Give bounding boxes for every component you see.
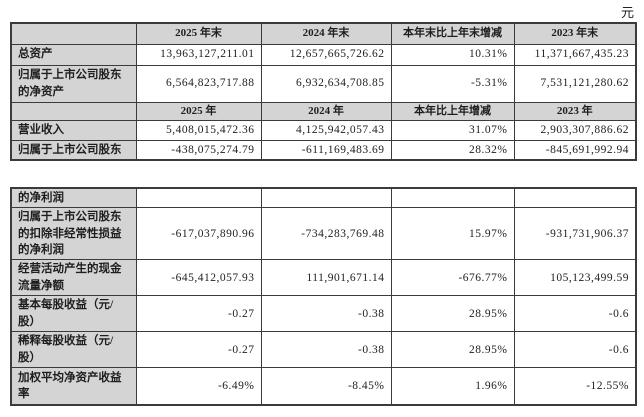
value-cell: -734,283,769.48 (260, 207, 392, 261)
value-cell (260, 187, 392, 209)
deducted-non-recurring-net-profit-row: 归属于上市公司股东 的扣除非经常性损益 的净利润 -617,037,890.96… (10, 207, 637, 261)
header-cell: 2025 年 (135, 101, 262, 122)
net-profit-label-continued-row: 的净利润 (10, 187, 637, 209)
value-cell (390, 187, 515, 209)
net-profit-attributable-row: 归属于上市公司股东 -438,075,274.79 -611,169,483.6… (10, 140, 637, 161)
header-cell: 2024 年 (260, 101, 392, 122)
header-cell: 本年末比上年末增减 (390, 22, 515, 45)
row-label-cell: 稀释每股收益（元/ 股） (10, 331, 137, 369)
value-cell: -0.27 (135, 295, 262, 333)
value-cell: -0.6 (513, 331, 637, 369)
financial-summary-table-bottom: 的净利润 归属于上市公司股东 的扣除非经常性损益 的净利润 -617,037,8… (10, 187, 637, 406)
header-cell (10, 22, 137, 45)
operating-revenue-row: 营业收入 5,408,015,472.36 4,125,942,057.43 3… (10, 120, 637, 142)
value-cell: 7,531,121,280.62 (513, 64, 637, 103)
header-cell: 2023 年 (513, 101, 637, 122)
row-label-cell: 归属于上市公司股东 的扣除非经常性损益 的净利润 (10, 207, 137, 261)
diluted-eps-row: 稀释每股收益（元/ 股） -0.27 -0.38 28.95% -0.6 (10, 331, 637, 369)
value-cell: 5,408,015,472.36 (135, 120, 262, 142)
value-cell (513, 187, 637, 209)
value-cell: 111,901,671.14 (260, 259, 392, 297)
value-cell: -611,169,483.69 (260, 140, 392, 161)
value-cell: -0.38 (260, 295, 392, 333)
value-cell: -845,691,992.94 (513, 140, 637, 161)
value-cell: 1.96% (390, 367, 515, 406)
value-cell: 6,564,823,717.88 (135, 64, 262, 103)
value-cell: 4,125,942,057.43 (260, 120, 392, 142)
value-cell: -617,037,890.96 (135, 207, 262, 261)
financial-summary-table-top: 2025 年末 2024 年末 本年末比上年末增减 2023 年末 总资产 13… (10, 22, 637, 162)
value-cell: 105,123,499.59 (513, 259, 637, 297)
row-label-cell: 归属于上市公司股东 (10, 140, 137, 161)
operating-cash-flow-row: 经营活动产生的现金 流量净额 -645,412,057.93 111,901,6… (10, 259, 637, 297)
value-cell: -0.27 (135, 331, 262, 369)
header-cell: 本年比上年增减 (390, 101, 515, 122)
row-label-cell: 加权平均净资产收益 率 (10, 367, 137, 406)
row-label-cell: 营业收入 (10, 120, 137, 142)
row-label-cell: 归属于上市公司股东 的净资产 (10, 64, 137, 103)
value-cell: 28.95% (390, 331, 515, 369)
header-cell (10, 101, 137, 122)
header-cell: 2024 年末 (260, 22, 392, 45)
value-cell: -645,412,057.93 (135, 259, 262, 297)
period-end-header-row: 2025 年末 2024 年末 本年末比上年末增减 2023 年末 (10, 22, 637, 45)
currency-unit-label: 元 (620, 5, 634, 20)
value-cell: -6.49% (135, 367, 262, 406)
value-cell: -676.77% (390, 259, 515, 297)
value-cell: 6,932,634,708.85 (260, 64, 392, 103)
value-cell: 11,371,667,435.23 (513, 43, 637, 66)
basic-eps-row: 基本每股收益（元/ 股） -0.27 -0.38 28.95% -0.6 (10, 295, 637, 333)
value-cell (135, 187, 262, 209)
row-label-cell: 经营活动产生的现金 流量净额 (10, 259, 137, 297)
value-cell: 28.95% (390, 295, 515, 333)
value-cell: 15.97% (390, 207, 515, 261)
period-header-row: 2025 年 2024 年 本年比上年增减 2023 年 (10, 101, 637, 122)
row-label-cell: 基本每股收益（元/ 股） (10, 295, 137, 333)
header-cell: 2023 年末 (513, 22, 637, 45)
value-cell: 2,903,307,886.62 (513, 120, 637, 142)
value-cell: -0.6 (513, 295, 637, 333)
value-cell: -0.38 (260, 331, 392, 369)
value-cell: 31.07% (390, 120, 515, 142)
value-cell: 28.32% (390, 140, 515, 161)
value-cell: 12,657,665,726.62 (260, 43, 392, 66)
value-cell: -8.45% (260, 367, 392, 406)
value-cell: -5.31% (390, 64, 515, 103)
total-assets-row: 总资产 13,963,127,211.01 12,657,665,726.62 … (10, 43, 637, 66)
value-cell: 13,963,127,211.01 (135, 43, 262, 66)
value-cell: -931,731,906.37 (513, 207, 637, 261)
row-label-cell: 的净利润 (10, 187, 137, 209)
row-label-cell: 总资产 (10, 43, 137, 66)
value-cell: 10.31% (390, 43, 515, 66)
value-cell: -438,075,274.79 (135, 140, 262, 161)
weighted-average-roe-row: 加权平均净资产收益 率 -6.49% -8.45% 1.96% -12.55% (10, 367, 637, 406)
net-assets-row: 归属于上市公司股东 的净资产 6,564,823,717.88 6,932,63… (10, 64, 637, 103)
value-cell: -12.55% (513, 367, 637, 406)
header-cell: 2025 年末 (135, 22, 262, 45)
